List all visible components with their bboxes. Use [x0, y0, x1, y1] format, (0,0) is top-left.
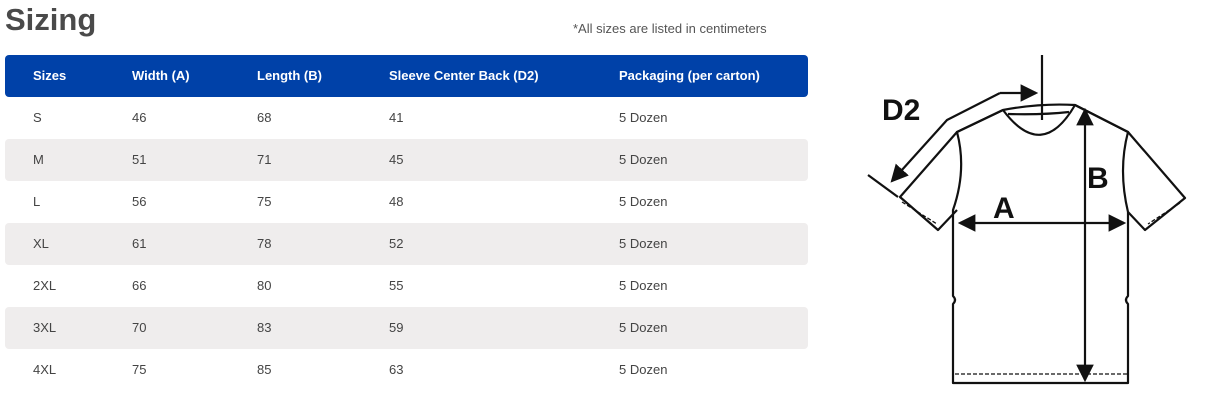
table-cell: 5 Dozen: [619, 236, 668, 251]
tshirt-outline: [898, 103, 1187, 385]
table-row: XL 61 78 52 5 Dozen: [5, 223, 808, 265]
header-sizes: Sizes: [33, 68, 67, 83]
table-row: 3XL 70 83 59 5 Dozen: [5, 307, 808, 349]
table-header: Sizes Width (A) Length (B) Sleeve Center…: [5, 55, 808, 97]
table-cell: 68: [257, 110, 272, 125]
d2-tick: [867, 174, 899, 198]
table-row: 2XL 66 80 55 5 Dozen: [5, 265, 808, 307]
table-cell: 45: [389, 152, 404, 167]
label-b: B: [1087, 162, 1109, 195]
sizing-table: Sizes Width (A) Length (B) Sleeve Center…: [5, 55, 808, 391]
table-cell: 66: [132, 278, 147, 293]
d2-arrow: [890, 92, 1001, 183]
table-cell: 75: [132, 362, 147, 377]
table-cell: 63: [389, 362, 404, 377]
table-cell: 61: [132, 236, 147, 251]
header-sleeve: Sleeve Center Back (D2): [389, 68, 539, 83]
table-cell: S: [33, 110, 42, 125]
table-cell: 80: [257, 278, 272, 293]
table-cell: 51: [132, 152, 147, 167]
label-a: A: [993, 192, 1015, 225]
table-cell: 75: [257, 194, 272, 209]
table-cell: M: [33, 152, 44, 167]
table-cell: 5 Dozen: [619, 362, 668, 377]
units-note: *All sizes are listed in centimeters: [573, 21, 767, 36]
table-cell: 5 Dozen: [619, 110, 668, 125]
table-cell: 59: [389, 320, 404, 335]
table-row: L 56 75 48 5 Dozen: [5, 181, 808, 223]
table-cell: 70: [132, 320, 147, 335]
table-cell: 85: [257, 362, 272, 377]
table-cell: 56: [132, 194, 147, 209]
table-cell: 4XL: [33, 362, 57, 377]
table-cell: XL: [33, 236, 49, 251]
page-title: Sizing: [5, 2, 97, 37]
table-cell: L: [33, 194, 41, 209]
table-cell: 46: [132, 110, 147, 125]
table-cell: 3XL: [33, 320, 57, 335]
header-length: Length (B): [257, 68, 322, 83]
table-cell: 83: [257, 320, 272, 335]
header-packaging: Packaging (per carton): [619, 68, 760, 83]
table-cell: 5 Dozen: [619, 194, 668, 209]
table-cell: 5 Dozen: [619, 152, 668, 167]
table-cell: 52: [389, 236, 404, 251]
table-cell: 41: [389, 110, 404, 125]
table-cell: 55: [389, 278, 404, 293]
header-width: Width (A): [132, 68, 190, 83]
table-cell: 2XL: [33, 278, 57, 293]
table-cell: 71: [257, 152, 272, 167]
table-cell: 78: [257, 236, 272, 251]
table-row: M 51 71 45 5 Dozen: [5, 139, 808, 181]
table-cell: 5 Dozen: [619, 320, 668, 335]
table-cell: 48: [389, 194, 404, 209]
table-row: S 46 68 41 5 Dozen: [5, 97, 808, 139]
table-row: 4XL 75 85 63 5 Dozen: [5, 349, 808, 391]
table-cell: 5 Dozen: [619, 278, 668, 293]
label-d2: D2: [882, 94, 920, 127]
